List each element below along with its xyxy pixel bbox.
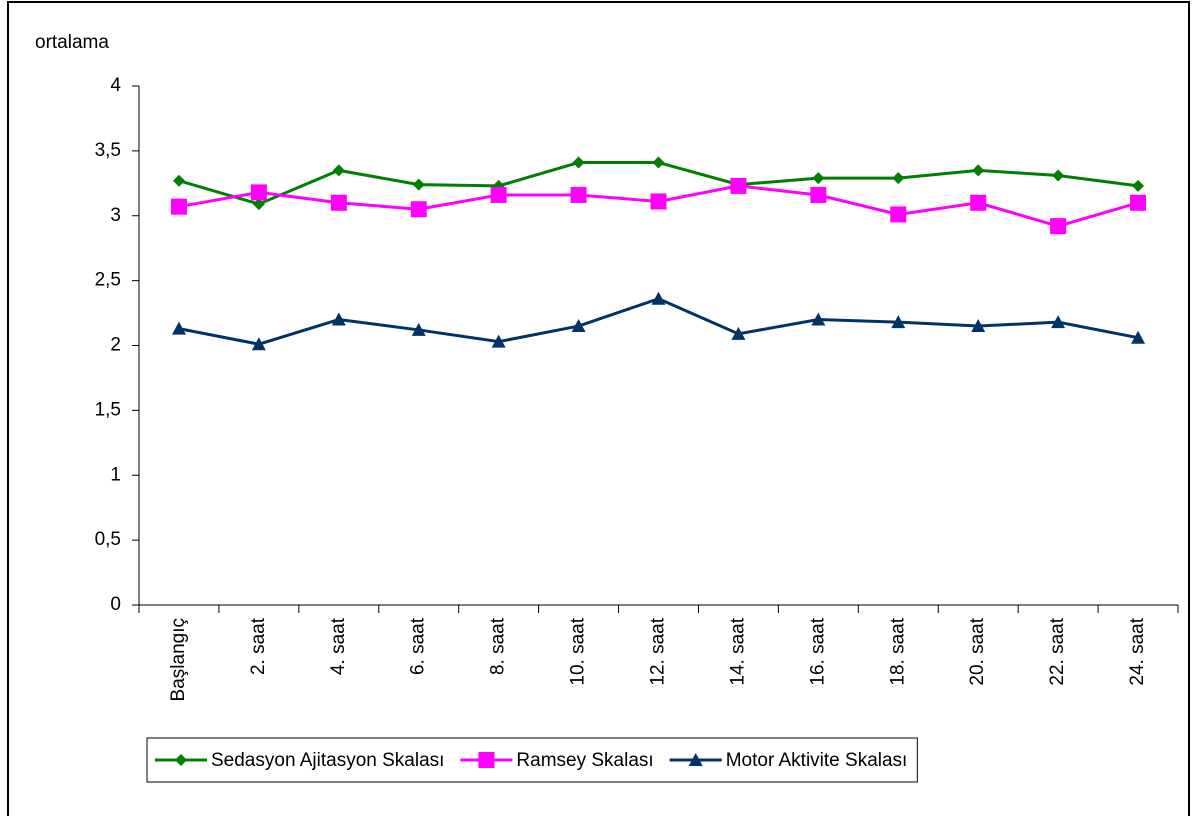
data-point <box>812 172 825 185</box>
data-point <box>811 312 826 326</box>
x-tick-label: 18. saat <box>887 617 908 685</box>
data-point <box>731 326 746 340</box>
data-point <box>971 319 986 333</box>
legend-label: Sedasyon Ajitasyon Skalası <box>211 750 444 771</box>
data-point <box>172 174 185 187</box>
data-point <box>810 186 827 203</box>
data-point <box>490 186 507 203</box>
legend-box <box>146 737 918 783</box>
y-tick-label: 1 <box>110 464 121 485</box>
x-tick-label: Başlangıç <box>168 618 189 701</box>
legend-marker <box>175 754 187 766</box>
data-point <box>1130 194 1147 211</box>
data-point <box>411 322 426 336</box>
data-point <box>251 337 266 351</box>
x-tick-label: 6. saat <box>408 617 429 675</box>
data-point <box>1131 330 1146 344</box>
x-tick-label: 20. saat <box>967 617 988 685</box>
data-point <box>170 198 187 215</box>
data-point <box>1051 315 1066 329</box>
x-tick-label: 10. saat <box>568 617 589 685</box>
legend-marker <box>688 753 703 766</box>
x-tick-label: 12. saat <box>648 617 669 685</box>
data-point <box>1052 169 1065 182</box>
data-point <box>332 164 345 177</box>
x-tick-label: 24. saat <box>1127 617 1148 685</box>
x-tick-label: 4. saat <box>328 617 349 675</box>
x-tick-label: 22. saat <box>1047 617 1068 685</box>
data-point <box>891 315 906 329</box>
x-tick-label: 14. saat <box>727 617 748 685</box>
data-point <box>650 193 667 210</box>
data-point <box>730 177 747 194</box>
legend-label: Ramsey Skalası <box>516 750 653 771</box>
data-point <box>890 206 907 223</box>
data-point <box>412 178 425 191</box>
data-point <box>972 164 985 177</box>
data-point <box>171 321 186 335</box>
x-tick-label: 8. saat <box>488 617 509 675</box>
data-point <box>250 184 267 201</box>
x-tick-label: 2. saat <box>248 617 269 675</box>
data-point <box>1132 179 1145 192</box>
y-tick-label: 4 <box>110 75 121 96</box>
data-point <box>572 156 585 169</box>
y-tick-label: 3,5 <box>95 140 121 161</box>
legend-label: Motor Aktivite Skalası <box>726 750 908 771</box>
y-tick-label: 1,5 <box>95 399 121 420</box>
data-point <box>491 334 506 348</box>
data-point <box>331 312 346 326</box>
y-tick-label: 0,5 <box>95 529 121 550</box>
data-point <box>570 186 587 203</box>
data-point <box>652 156 665 169</box>
data-point <box>1050 218 1067 235</box>
data-point <box>970 194 987 211</box>
data-point <box>410 201 427 218</box>
legend: Sedasyon Ajitasyon Skalası Ramsey Skalası… <box>146 737 918 783</box>
data-point <box>252 198 265 211</box>
x-tick-label: 16. saat <box>807 617 828 685</box>
legend-marker <box>478 752 495 768</box>
y-axis-label: ortalama <box>35 32 109 53</box>
y-tick-label: 2,5 <box>95 270 121 291</box>
data-point <box>571 319 586 333</box>
data-point <box>651 291 666 305</box>
y-tick-label: 0 <box>110 594 121 615</box>
data-point <box>330 194 347 211</box>
data-point <box>892 172 905 185</box>
chart-frame <box>7 1 1190 816</box>
y-tick-label: 2 <box>110 335 121 356</box>
y-tick-label: 3 <box>110 205 121 226</box>
